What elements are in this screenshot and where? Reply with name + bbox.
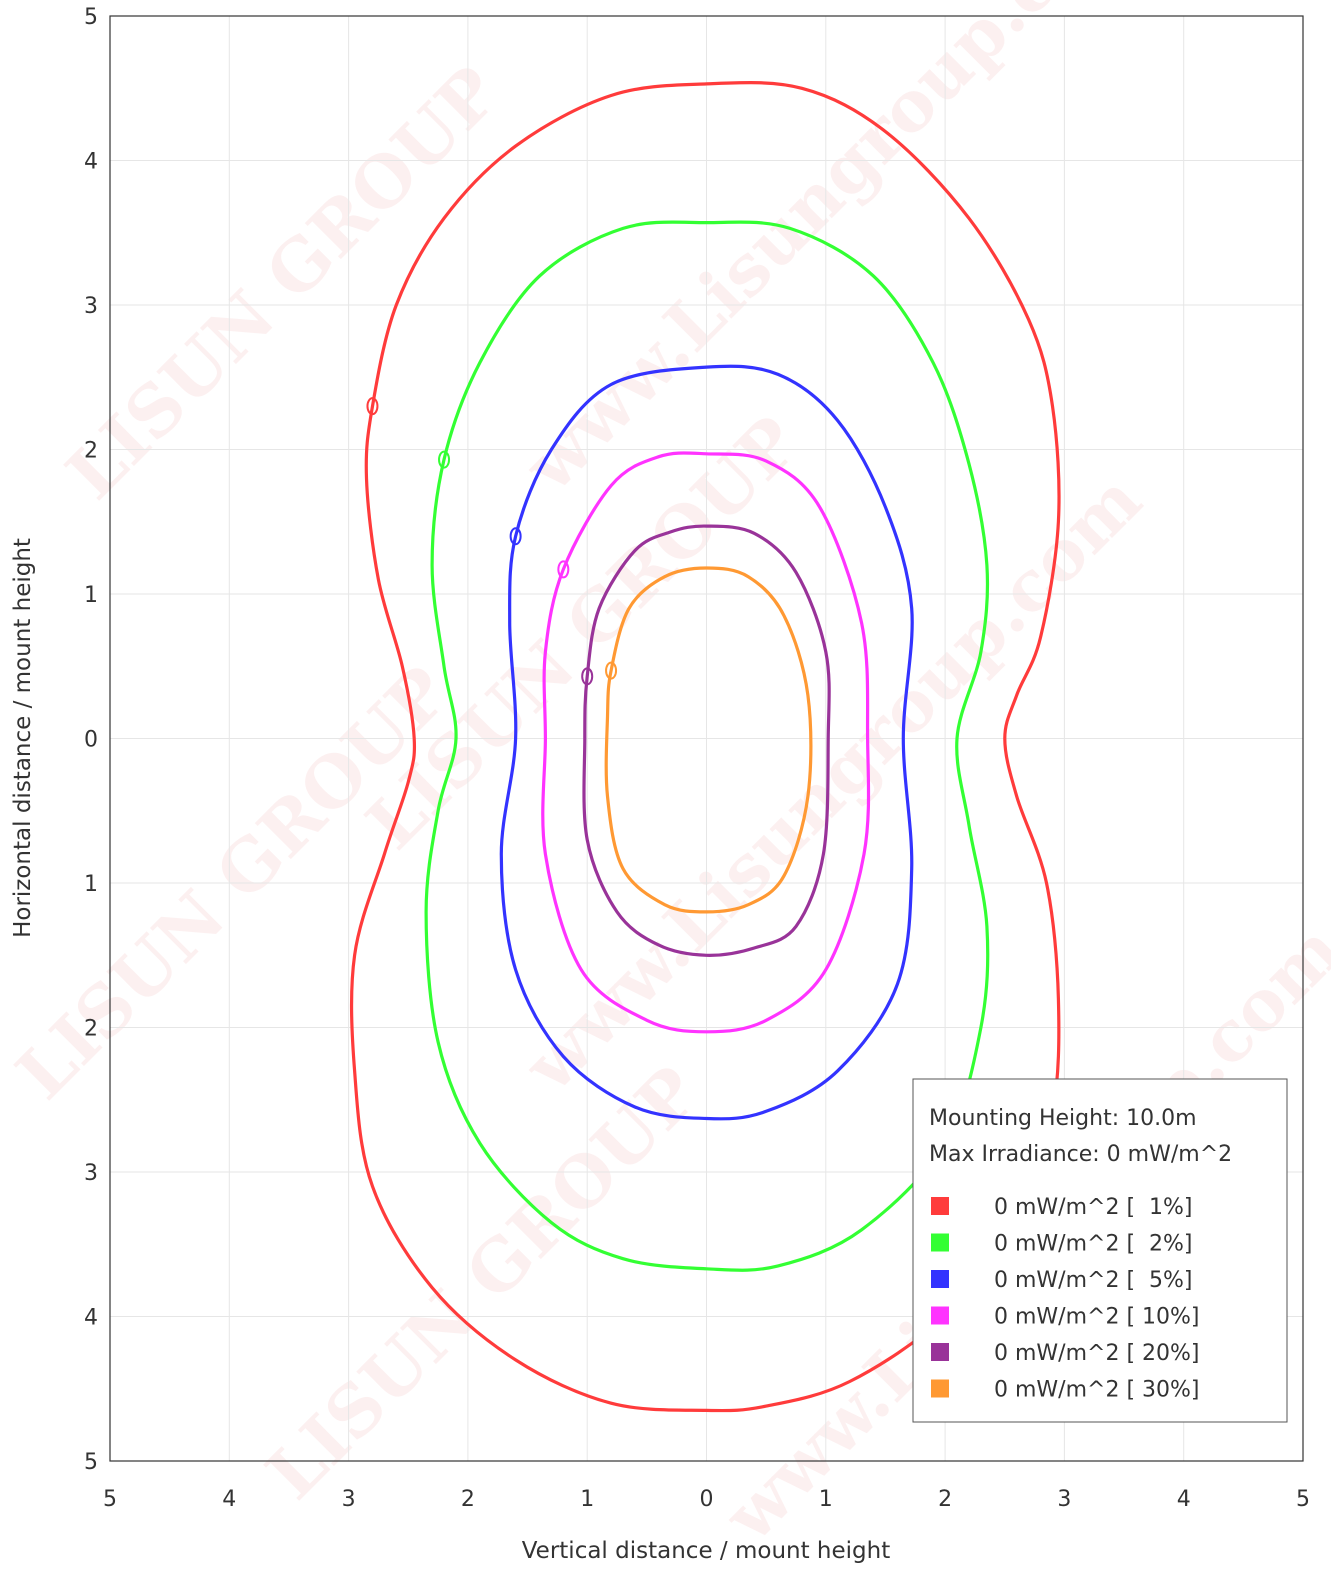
x-tick-label: 4 [1177, 1487, 1191, 1512]
x-tick-label: 5 [1296, 1487, 1310, 1512]
contour-marker-2 [438, 450, 451, 469]
contour-marker-4 [557, 560, 570, 579]
contour-line-3 [499, 364, 914, 1121]
x-tick-label: 4 [222, 1487, 236, 1512]
y-tick-label: 1 [84, 872, 98, 897]
y-tick-label: 4 [84, 1306, 98, 1331]
y-tick-label: 3 [84, 1161, 98, 1186]
legend-label-5: 0 mW/m^2 [ 20%] [994, 1341, 1200, 1366]
y-tick-label: 4 [84, 150, 98, 175]
legend-label-3: 0 mW/m^2 [ 5%] [994, 1268, 1193, 1293]
plot-area-frame [109, 15, 1304, 1462]
legend-swatch-3 [931, 1270, 949, 1288]
legend-swatch-5 [931, 1343, 949, 1361]
legend-label-6: 0 mW/m^2 [ 30%] [994, 1378, 1200, 1403]
contour-marker-5 [581, 667, 594, 686]
y-axis-title: Horizontal distance / mount height [10, 538, 36, 938]
legend-swatch-6 [931, 1379, 949, 1398]
contour-line-5 [582, 524, 831, 957]
contour-line-4 [541, 451, 871, 1034]
watermark-text: LISUN GROUP [250, 1050, 715, 1515]
x-tick-label: 3 [342, 1487, 356, 1512]
legend-label-4: 0 mW/m^2 [ 10%] [994, 1305, 1200, 1330]
legend: Mounting Height: 10.0m Max Irradiance: 0… [912, 1078, 1288, 1423]
contour-line-6 [604, 566, 813, 914]
y-tick-label: 2 [84, 1017, 98, 1042]
contour-line-2 [424, 220, 990, 1272]
y-tick-label: 0 [84, 728, 98, 753]
y-tick-label: 5 [84, 1450, 98, 1475]
x-tick-labels: 5 4 3 2 1 0 1 2 3 4 5 [103, 1487, 1310, 1512]
contour-line-1 [349, 81, 1061, 1413]
legend-label-2: 0 mW/m^2 [ 2%] [994, 1232, 1193, 1257]
x-tick-label: 3 [1057, 1487, 1071, 1512]
y-tick-label: 1 [84, 583, 98, 608]
legend-swatch-2 [931, 1233, 949, 1252]
legend-swatch-4 [931, 1306, 949, 1325]
y-tick-label: 5 [84, 5, 98, 30]
x-tick-label: 1 [819, 1487, 833, 1512]
legend-box [912, 1078, 1288, 1423]
legend-mounting-height: Mounting Height: 10.0m [929, 1106, 1197, 1131]
y-tick-labels: 5 4 3 2 1 0 1 2 3 4 5 [84, 5, 98, 1475]
contour-marker-6 [605, 661, 618, 680]
legend-max-irradiance: Max Irradiance: 0 mW/m^2 [929, 1142, 1232, 1167]
x-axis-title: Vertical distance / mount height [522, 1538, 891, 1564]
x-tick-label: 5 [103, 1487, 117, 1512]
x-tick-label: 1 [580, 1487, 594, 1512]
y-tick-label: 3 [84, 294, 98, 319]
contour-marker-1 [366, 397, 379, 416]
x-tick-label: 0 [700, 1487, 714, 1512]
contour-marker-3 [509, 527, 522, 546]
watermark-text: www.Lisungroup.com [507, 0, 1157, 508]
legend-swatch-1 [931, 1197, 949, 1215]
y-tick-label: 2 [84, 439, 98, 464]
series-lines [349, 81, 1061, 1413]
watermark-text: LISUN GROUP [50, 50, 515, 515]
legend-label-1: 0 mW/m^2 [ 1%] [994, 1195, 1193, 1220]
x-tick-label: 2 [461, 1487, 475, 1512]
x-tick-label: 2 [938, 1487, 952, 1512]
